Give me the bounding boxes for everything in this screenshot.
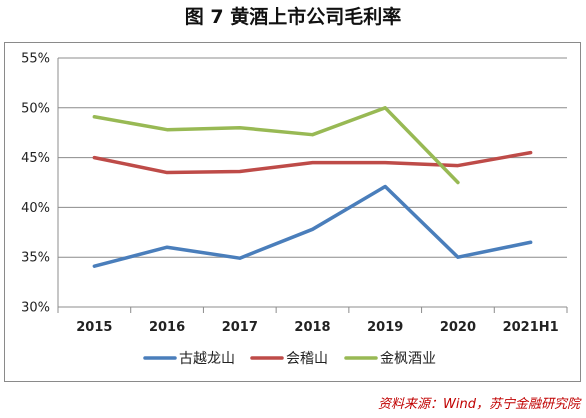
y-tick-label: 45% (21, 151, 50, 166)
x-tick-label: 2019 (367, 320, 403, 335)
y-tick-label: 35% (21, 251, 50, 266)
legend-label-1: 会稽山 (286, 351, 328, 367)
legend: 古越龙山 会稽山 金枫酒业 (143, 351, 436, 367)
x-tick-label: 2021H1 (503, 320, 559, 335)
line-chart: 30%35%40%45%50%55% 2015 2016 2017 2018 2019 2… (21, 52, 568, 367)
series-lines (92, 106, 533, 268)
series-line-2 (92, 106, 460, 185)
x-tick-label: 2017 (222, 320, 258, 335)
y-tick-label: 30% (21, 301, 50, 316)
series-line-1 (92, 150, 533, 175)
x-tick-label: 2018 (294, 320, 330, 335)
y-tick-label: 40% (21, 201, 50, 216)
series-line-0 (92, 184, 533, 268)
y-axis-tick-labels: 30% 35% 40% 45% 50% 55% (21, 52, 50, 316)
x-tick-label: 2020 (440, 320, 476, 335)
legend-label-0: 古越龙山 (179, 351, 235, 367)
chart-title: 图 7 黄酒上市公司毛利率 (184, 6, 402, 28)
y-tick-label: 55% (21, 52, 50, 67)
chart-frame: 30% 35% 40% 45% 50% 55% 2015 2016 2017 2018 2019 2… (4, 42, 581, 382)
x-axis: 2015 2016 2017 2018 2019 2020 2021H1 (57, 58, 568, 335)
legend-label-2: 金枫酒业 (380, 351, 436, 367)
x-tick-label: 2016 (149, 320, 185, 335)
y-tick-label: 50% (21, 101, 50, 116)
gridlines (58, 57, 567, 308)
source-note: 资料来源：Wind，苏宁金融研究院 (378, 397, 580, 412)
x-tick-label: 2015 (76, 320, 112, 335)
